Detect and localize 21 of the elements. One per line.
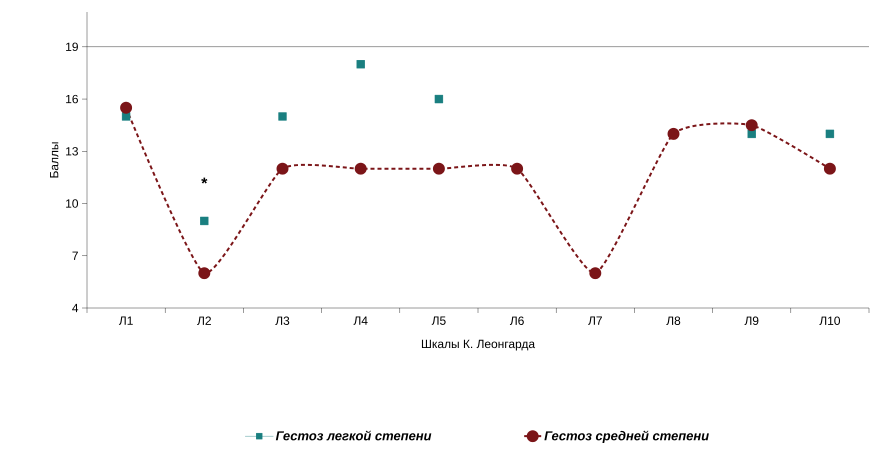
x-tick-label: Л9 [744,316,758,325]
x-tick-label: Л4 [354,316,368,325]
annotation: * [201,178,208,184]
y-tick-label: 13 [66,147,78,156]
x-axis-title: Шкалы К. Леонгарда [422,340,536,350]
x-tick-label: Л3 [275,316,290,325]
y-tick-label: 10 [66,199,78,208]
x-tick-label: Л7 [588,316,602,325]
x-tick-label: Л10 [819,316,840,325]
x-tick-label: Л1 [118,316,133,325]
y-tick-label: 19 [66,42,78,52]
y-tick-label: 4 [72,304,78,312]
legend-label: Гестоз легкой степени [276,430,432,440]
x-tick-label: Л6 [510,316,524,325]
x-tick-label: Л8 [666,316,680,325]
x-tick-label: Л5 [432,316,446,325]
legend-label: Гестоз средней степени [544,430,709,443]
y-axis-title: Баллы [50,142,58,178]
y-tick-label: 7 [72,252,78,260]
x-tick-label: Л2 [197,316,211,325]
y-tick-label: 16 [66,94,78,104]
